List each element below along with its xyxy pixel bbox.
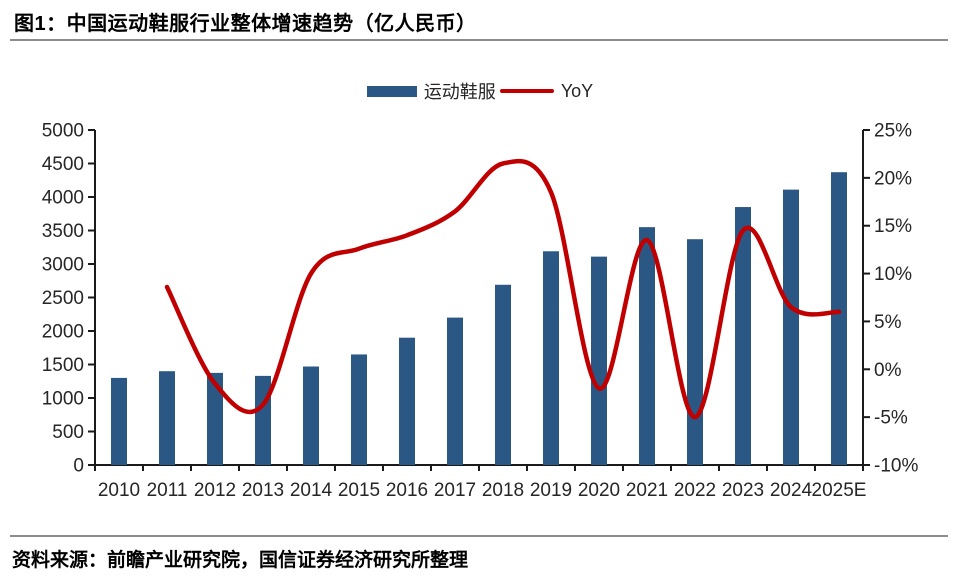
- y-axis-left-label: 3500: [42, 221, 84, 242]
- y-axis-right-label: 0%: [874, 360, 902, 381]
- bar-2020: [591, 256, 607, 465]
- y-axis-left-label: 1000: [42, 389, 84, 410]
- bar-2016: [399, 337, 415, 465]
- y-axis-left-label: 500: [52, 422, 84, 443]
- bar-2017: [447, 317, 463, 465]
- x-axis-label: 2013: [242, 480, 284, 501]
- y-axis-right-label: 20%: [874, 168, 912, 189]
- chart-legend: 运动鞋服 YoY: [0, 80, 960, 102]
- y-axis-left-label: 4000: [42, 188, 84, 209]
- x-axis-label: 2017: [434, 480, 476, 501]
- bar-2023: [735, 207, 751, 466]
- bar-2018: [495, 284, 511, 465]
- bar-2013: [255, 375, 271, 465]
- y-axis-left-label: 0: [73, 456, 84, 477]
- y-axis-right-label: 25%: [874, 121, 912, 142]
- bar-2022: [687, 239, 703, 465]
- bar-2012: [207, 372, 223, 465]
- bar-2010: [111, 377, 127, 465]
- x-axis-label: 2010: [98, 480, 140, 501]
- x-axis-label: 2022: [674, 480, 716, 501]
- y-axis-right-label: 15%: [874, 216, 912, 237]
- x-axis-label: 2016: [386, 480, 428, 501]
- y-axis-left-label: 5000: [42, 121, 84, 142]
- y-axis-right-label: -5%: [874, 408, 908, 429]
- x-axis-label: 2018: [482, 480, 524, 501]
- y-axis-left-label: 3000: [42, 255, 84, 276]
- line-series-label: YoY: [560, 80, 594, 101]
- bar-2011: [159, 371, 175, 465]
- bar-2019: [543, 251, 559, 465]
- x-axis-label: 2019: [530, 480, 572, 501]
- x-axis-label: 2025E: [812, 480, 867, 501]
- footer-divider: [10, 535, 948, 537]
- x-axis-label: 2024: [770, 480, 813, 501]
- bar-2014: [303, 366, 319, 465]
- line-series-swatch: [499, 89, 554, 93]
- figure-title: 图1：中国运动鞋服行业整体增速趋势（亿人民币）: [14, 13, 477, 35]
- bar-series-label: 运动鞋服: [423, 82, 496, 102]
- source-note: 资料来源：前瞻产业研究院，国信证券经济研究所整理: [12, 550, 469, 571]
- y-axis-right-label: 5%: [874, 312, 902, 333]
- legend-item-line-series: YoY: [499, 80, 594, 102]
- bar-2021: [639, 227, 655, 465]
- y-axis-left-label: 1500: [42, 355, 84, 376]
- x-axis-label: 2011: [147, 480, 188, 501]
- bar-2025E: [831, 172, 847, 465]
- legend-item-bar-series: 运动鞋服: [366, 78, 496, 104]
- x-axis-label: 2015: [338, 480, 380, 501]
- title-divider: [10, 39, 948, 41]
- yoy-line: [164, 158, 842, 420]
- y-axis-left-label: 2500: [42, 288, 84, 309]
- bar-series-swatch: [366, 85, 417, 97]
- y-axis-right-label: -10%: [874, 456, 918, 477]
- x-axis-label: 2012: [194, 480, 236, 501]
- bar-2015: [351, 354, 367, 465]
- x-axis-label: 2014: [290, 480, 333, 501]
- y-axis-left-label: 2000: [42, 322, 84, 343]
- x-axis-label: 2020: [578, 480, 620, 501]
- bar-2024: [783, 189, 799, 465]
- x-axis-label: 2021: [626, 480, 668, 501]
- y-axis-right-label: 10%: [874, 264, 912, 285]
- y-axis-left-label: 4500: [42, 154, 84, 175]
- x-axis-label: 2023: [722, 480, 764, 501]
